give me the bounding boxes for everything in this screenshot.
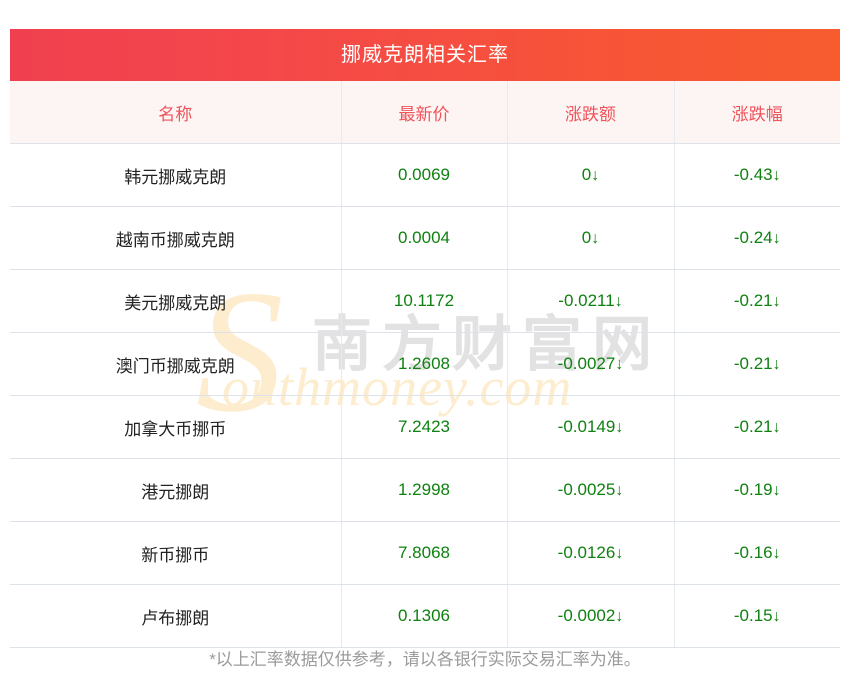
arrow-down-icon: ↓ [772,167,781,184]
cell-change-percent: -0.24↓ [674,206,840,270]
cell-latest-price: 7.2423 [341,395,508,459]
cell-change-amount: 0↓ [507,143,675,207]
cell-change-amount: -0.0211↓ [507,269,675,333]
cell-change-percent: -0.15↓ [674,584,840,648]
cell-currency-name[interactable]: 澳门币挪威克朗 [10,332,342,396]
exchange-rate-table: 名称 最新价 涨跌额 涨跌幅 韩元挪威克朗 0.0069 0↓ -0.43↓ 越南币挪威… [10,81,840,648]
arrow-down-icon: ↓ [615,356,624,373]
cell-latest-price: 1.2608 [341,332,508,396]
arrow-down-icon: ↓ [615,419,624,436]
cell-change-percent: -0.21↓ [674,395,840,459]
cell-currency-name[interactable]: 加拿大币挪币 [10,395,342,459]
table-row[interactable]: 澳门币挪威克朗 1.2608 -0.0027↓ -0.21↓ [10,332,840,396]
cell-currency-name[interactable]: 卢布挪朗 [10,584,342,648]
cell-latest-price: 1.2998 [341,458,508,522]
cell-latest-price: 0.1306 [341,584,508,648]
arrow-down-icon: ↓ [772,293,781,310]
cell-change-percent: -0.19↓ [674,458,840,522]
table-header-row: 名称 最新价 涨跌额 涨跌幅 [10,81,840,144]
cell-change-amount: -0.0027↓ [507,332,675,396]
cell-latest-price: 7.8068 [341,521,508,585]
arrow-down-icon: ↓ [772,419,781,436]
arrow-down-icon: ↓ [591,167,600,184]
arrow-down-icon: ↓ [615,545,624,562]
column-header-percent[interactable]: 涨跌幅 [674,81,840,144]
cell-latest-price: 0.0004 [341,206,508,270]
cell-currency-name[interactable]: 美元挪威克朗 [10,269,342,333]
column-header-name[interactable]: 名称 [10,81,342,144]
cell-currency-name[interactable]: 韩元挪威克朗 [10,143,342,207]
page-title: 挪威克朗相关汇率 [10,29,840,81]
arrow-down-icon: ↓ [772,482,781,499]
column-header-price[interactable]: 最新价 [341,81,508,144]
arrow-down-icon: ↓ [772,545,781,562]
cell-latest-price: 0.0069 [341,143,508,207]
table-header: 名称 最新价 涨跌额 涨跌幅 [10,81,840,144]
cell-change-amount: 0↓ [507,206,675,270]
table-row[interactable]: 加拿大币挪币 7.2423 -0.0149↓ -0.21↓ [10,395,840,459]
table-body: 韩元挪威克朗 0.0069 0↓ -0.43↓ 越南币挪威克朗 0.0004 0↓ -0.24… [10,143,840,648]
column-header-change[interactable]: 涨跌额 [507,81,675,144]
arrow-down-icon: ↓ [772,230,781,247]
cell-currency-name[interactable]: 越南币挪威克朗 [10,206,342,270]
footnote: *以上汇率数据仅供参考，请以各银行实际交易汇率为准。 [209,650,641,669]
table-row[interactable]: 美元挪威克朗 10.1172 -0.0211↓ -0.21↓ [10,269,840,333]
table-row[interactable]: 韩元挪威克朗 0.0069 0↓ -0.43↓ [10,143,840,207]
table-row[interactable]: 卢布挪朗 0.1306 -0.0002↓ -0.15↓ [10,584,840,648]
rate-table-container: 挪威克朗相关汇率 名称 最新价 涨跌额 涨跌幅 韩元挪威克朗 0.0069 0↓ -0… [10,29,840,648]
cell-change-amount: -0.0149↓ [507,395,675,459]
cell-currency-name[interactable]: 新币挪币 [10,521,342,585]
arrow-down-icon: ↓ [591,230,600,247]
arrow-down-icon: ↓ [614,293,623,310]
arrow-down-icon: ↓ [615,482,624,499]
cell-change-percent: -0.21↓ [674,269,840,333]
arrow-down-icon: ↓ [772,608,781,625]
cell-currency-name[interactable]: 港元挪朗 [10,458,342,522]
arrow-down-icon: ↓ [772,356,781,373]
table-row[interactable]: 新币挪币 7.8068 -0.0126↓ -0.16↓ [10,521,840,585]
table-row[interactable]: 越南币挪威克朗 0.0004 0↓ -0.24↓ [10,206,840,270]
cell-change-percent: -0.21↓ [674,332,840,396]
cell-change-percent: -0.16↓ [674,521,840,585]
arrow-down-icon: ↓ [615,608,624,625]
cell-change-amount: -0.0025↓ [507,458,675,522]
cell-latest-price: 10.1172 [341,269,508,333]
cell-change-amount: -0.0126↓ [507,521,675,585]
table-row[interactable]: 港元挪朗 1.2998 -0.0025↓ -0.19↓ [10,458,840,522]
cell-change-percent: -0.43↓ [674,143,840,207]
cell-change-amount: -0.0002↓ [507,584,675,648]
